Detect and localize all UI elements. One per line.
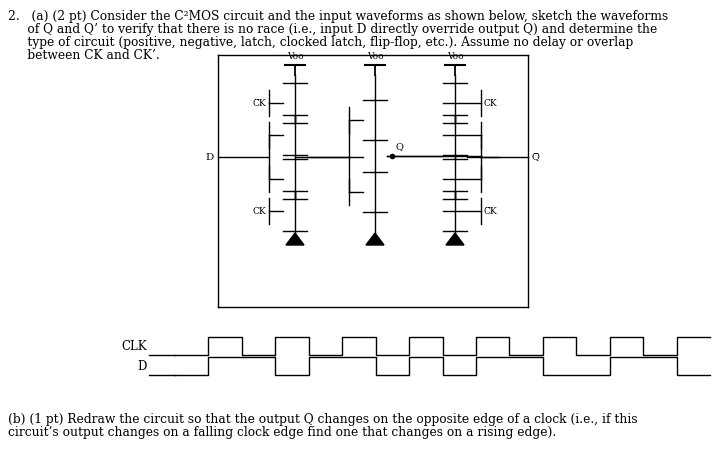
Text: C̅K: C̅K [484, 207, 497, 216]
Text: CK: CK [252, 207, 266, 216]
Text: CK: CK [484, 98, 497, 107]
Text: Voo: Voo [367, 52, 383, 61]
Text: Voo: Voo [447, 52, 463, 61]
Text: C̅K: C̅K [252, 98, 266, 107]
Polygon shape [446, 233, 464, 245]
Polygon shape [366, 233, 384, 245]
Text: Q̅: Q̅ [531, 152, 539, 162]
Text: Q: Q [395, 142, 403, 151]
Text: D: D [137, 360, 147, 372]
Text: of Q and Q’ to verify that there is no race (i.e., input D directly override out: of Q and Q’ to verify that there is no r… [8, 23, 657, 36]
Text: Voo: Voo [287, 52, 304, 61]
Text: D: D [206, 152, 214, 162]
Text: circuit’s output changes on a falling clock edge find one that changes on a risi: circuit’s output changes on a falling cl… [8, 426, 556, 439]
Text: CLK: CLK [121, 340, 147, 352]
Text: between CK and CK’.: between CK and CK’. [8, 49, 160, 62]
Text: type of circuit (positive, negative, latch, clocked latch, flip-flop, etc.). Ass: type of circuit (positive, negative, lat… [8, 36, 633, 49]
Polygon shape [286, 233, 304, 245]
Text: 2.   (a) (2 pt) Consider the C²MOS circuit and the input waveforms as shown belo: 2. (a) (2 pt) Consider the C²MOS circuit… [8, 10, 668, 23]
Text: (b) (1 pt) Redraw the circuit so that the output Q changes on the opposite edge : (b) (1 pt) Redraw the circuit so that th… [8, 413, 638, 426]
